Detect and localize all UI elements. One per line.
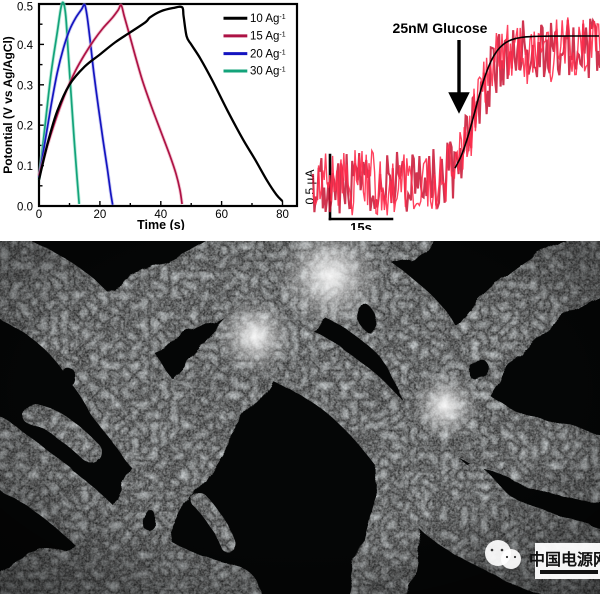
svg-text:Potontial (V vs Ag/AgCl): Potontial (V vs Ag/AgCl) bbox=[1, 36, 15, 174]
svg-text:0.1: 0.1 bbox=[17, 161, 33, 173]
svg-text:30 Ag-1: 30 Ag-1 bbox=[250, 66, 286, 78]
svg-text:0.0: 0.0 bbox=[17, 202, 33, 214]
svg-text:15 Ag-1: 15 Ag-1 bbox=[250, 31, 286, 43]
svg-text:60: 60 bbox=[215, 209, 228, 221]
svg-text:25nM Glucose: 25nM Glucose bbox=[393, 20, 488, 36]
svg-text:15s: 15s bbox=[350, 220, 372, 230]
svg-text:Time (s): Time (s) bbox=[137, 218, 185, 230]
svg-text:0.5: 0.5 bbox=[17, 2, 33, 14]
svg-text:0.3: 0.3 bbox=[17, 80, 33, 92]
svg-text:0: 0 bbox=[36, 209, 42, 221]
svg-text:20 Ag-1: 20 Ag-1 bbox=[250, 48, 286, 60]
svg-text:0.4: 0.4 bbox=[17, 40, 34, 52]
svg-text:10 Ag-1: 10 Ag-1 bbox=[250, 13, 286, 25]
svg-text:0.2: 0.2 bbox=[17, 121, 33, 133]
svg-text:80: 80 bbox=[276, 209, 289, 221]
svg-text:20: 20 bbox=[94, 209, 107, 221]
svg-text:中国电源网: 中国电源网 bbox=[529, 550, 600, 569]
